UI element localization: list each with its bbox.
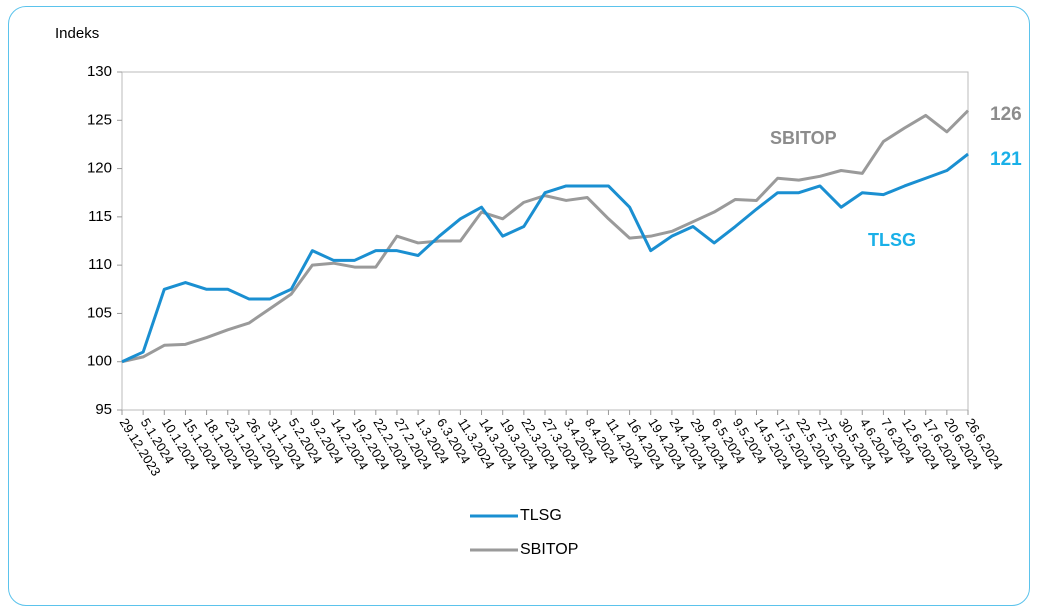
series-line [121,109,970,364]
y-tick-label: 125 [87,111,112,128]
legend-label: SBITOP [520,541,578,558]
annotation: 121 [990,149,1022,170]
y-tick-label: 115 [88,208,112,225]
y-tick-label: 120 [87,160,112,177]
series-line [121,152,969,364]
y-tick-label: 105 [87,304,112,321]
y-tick-label: 130 [87,63,112,80]
y-tick-label: 100 [87,353,112,370]
plot-frame [121,71,969,411]
page: {"chart_data": {"type": "line", "ylabel"… [8,6,1030,606]
annotation: 126 [990,104,1022,125]
annotation: TLSG [868,230,916,250]
chart: Indeks 9510010511011512012513029.12.2023… [55,25,1022,558]
annotation: SBITOP [770,128,837,148]
y-tick-label: 95 [95,401,112,418]
y-tick-label: 110 [88,256,112,273]
y-axis-label: Indeks [55,25,99,42]
legend-label: TLSG [520,507,562,524]
